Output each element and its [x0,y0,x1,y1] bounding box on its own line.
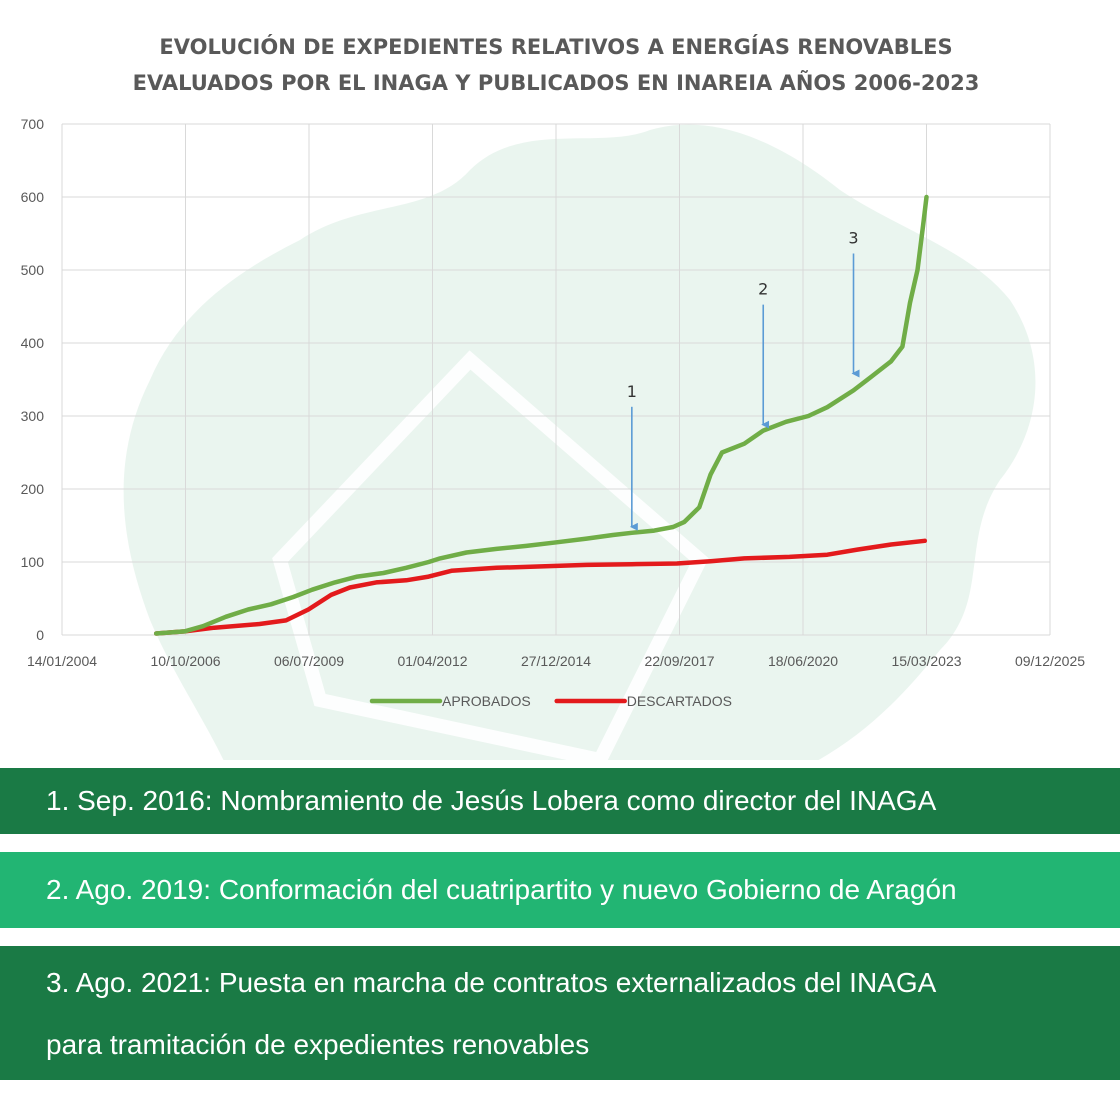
annotation-label: 2 [758,280,768,299]
x-tick-label: 27/12/2014 [521,653,591,669]
axes: 0 100 200 300 400 500 600 700 14/01/2004 10/10/20… [21,116,1086,669]
x-tick-label: 06/07/2009 [274,653,344,669]
y-tick-label: 700 [21,116,45,132]
series-lines [153,194,929,636]
grid [61,123,1051,636]
watermark-shape [123,124,1036,760]
note-1-text: 1. Sep. 2016: Nombramiento de Jesús Lobe… [46,785,937,816]
y-tick-label: 300 [21,408,45,424]
x-tick-label: 14/01/2004 [27,653,97,669]
x-tick-label: 15/03/2023 [891,653,961,669]
legend-label-descartados: DESCARTADOS [627,693,732,709]
note-3-text-line-2: para tramitación de expedientes renovabl… [46,1029,590,1060]
x-tick-label: 18/06/2020 [768,653,838,669]
annotation-label: 1 [627,382,637,401]
y-tick-label: 400 [21,335,45,351]
y-tick-label: 600 [21,189,45,205]
y-tick-label: 200 [21,481,45,497]
note-2: 2. Ago. 2019: Conformación del cuatripar… [0,852,1120,928]
y-tick-label: 500 [21,262,45,278]
y-tick-label: 100 [21,554,45,570]
y-tick-label: 0 [36,627,44,643]
note-3-text-line-1: 3. Ago. 2021: Puesta en marcha de contra… [46,967,937,998]
series-line-descartados [153,538,928,636]
note-3: 3. Ago. 2021: Puesta en marcha de contra… [0,946,1120,1080]
note-2-text: 2. Ago. 2019: Conformación del cuatripar… [46,874,957,905]
chart-area: EVOLUCIÓN DE EXPEDIENTES RELATIVOS A ENE… [21,34,1086,760]
watermark-frame [272,350,709,760]
chart-title-line-1: EVOLUCIÓN DE EXPEDIENTES RELATIVOS A ENE… [159,34,952,59]
annotation-label: 3 [848,229,858,248]
chart-title-line-2: EVALUADOS POR EL INAGA Y PUBLICADOS EN I… [133,70,980,95]
legend-label-aprobados: APROBADOS [442,693,531,709]
watermark-map [123,124,1036,760]
legend: APROBADOS DESCARTADOS [369,693,732,709]
x-tick-label: 09/12/2025 [1015,653,1085,669]
x-tick-label: 10/10/2006 [150,653,220,669]
series-line-aprobados [153,194,929,636]
note-1: 1. Sep. 2016: Nombramiento de Jesús Lobe… [0,768,1120,834]
annotations: 1 2 3 [627,229,860,531]
x-tick-label: 22/09/2017 [644,653,714,669]
x-tick-label: 01/04/2012 [397,653,467,669]
line-chart: EVOLUCIÓN DE EXPEDIENTES RELATIVOS A ENE… [21,34,1086,760]
